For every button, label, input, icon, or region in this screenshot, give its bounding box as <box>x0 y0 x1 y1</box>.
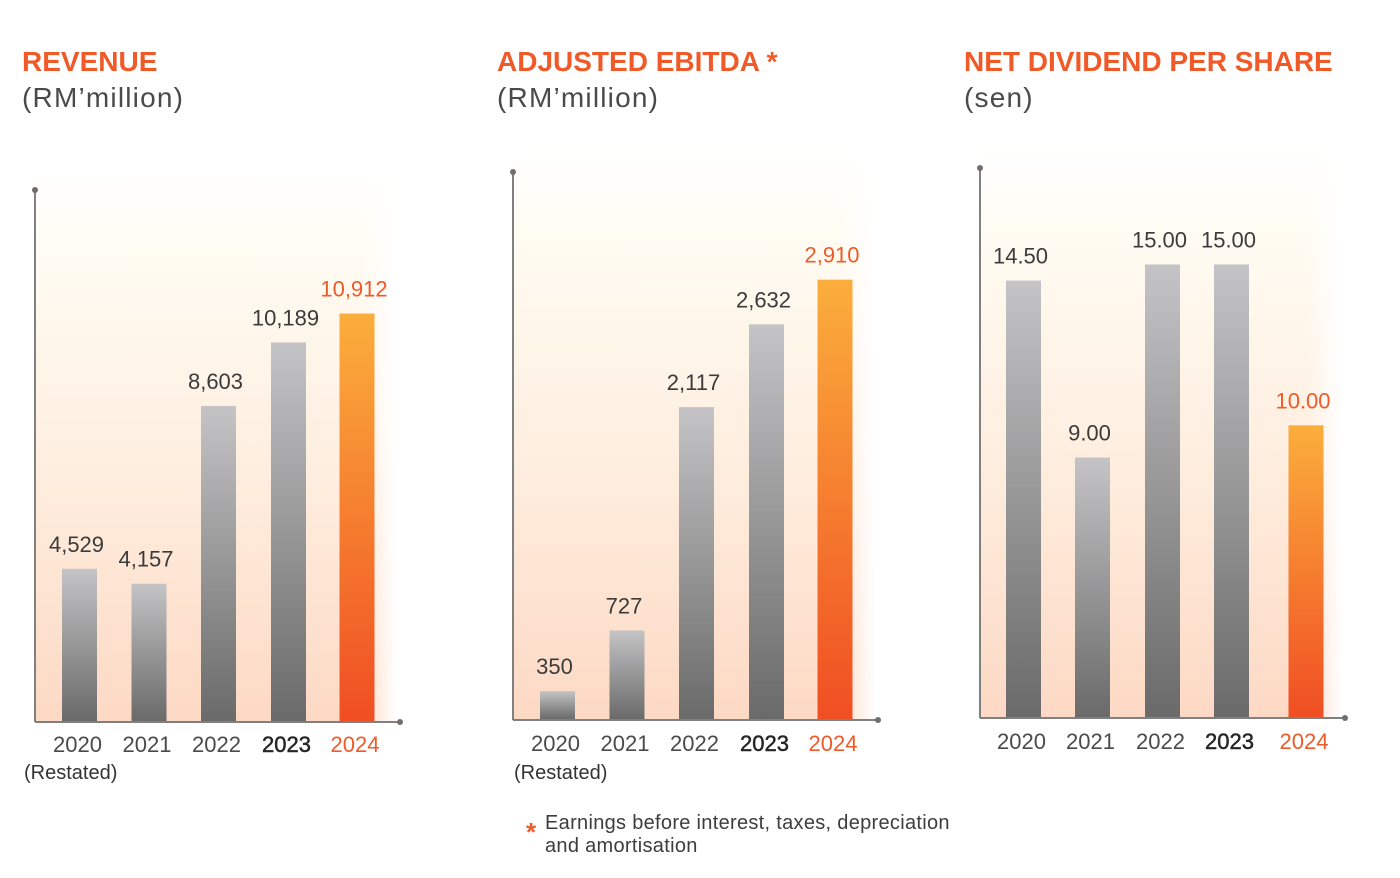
chart-revenue: 4,529 2020 4,157 2021 8,603 2022 10,189 2023 10,… <box>24 168 403 784</box>
x-tick-note-restated: (Restated) <box>514 762 607 784</box>
adjusted-ebitda-title: ADJUSTED EBITDA * <box>497 46 778 77</box>
bar-2023 <box>1214 264 1249 717</box>
x-axis-end-dot <box>875 717 881 723</box>
value-label-2021: 9.00 <box>1068 420 1111 445</box>
value-label-2020: 14.50 <box>993 244 1048 269</box>
bar-2021 <box>131 583 167 721</box>
y-axis-end-dot <box>32 187 38 193</box>
x-tick-label-2023: 2023 <box>1205 729 1254 754</box>
y-axis-end-dot <box>977 165 983 171</box>
bar-2024 <box>817 279 853 719</box>
footnote-asterisk: * <box>526 817 537 847</box>
value-label-2023: 2,632 <box>736 287 791 312</box>
value-label-2021: 4,157 <box>118 547 173 572</box>
bar-2021 <box>1075 457 1110 717</box>
value-label-2023: 10,189 <box>252 305 319 330</box>
bar-2022 <box>201 405 236 721</box>
value-label-2023: 15.00 <box>1201 227 1256 252</box>
value-label-2024: 10.00 <box>1275 388 1330 413</box>
value-label-2022: 8,603 <box>188 369 243 394</box>
footnote-line-2: and amortisation <box>545 835 698 857</box>
value-label-2022: 15.00 <box>1132 227 1187 252</box>
x-tick-label-2024: 2024 <box>1280 729 1329 754</box>
footnote-line-1: Earnings before interest, taxes, depreci… <box>545 812 950 834</box>
chart-net-dividend-per-share: 14.50 2020 9.00 2021 15.00 2022 15.00 2023 10.00… <box>977 146 1348 754</box>
ebitda-footnote: * Earnings before interest, taxes, depre… <box>526 812 950 858</box>
x-axis-end-dot <box>397 719 403 725</box>
bar-2024 <box>1288 425 1324 717</box>
bar-2024 <box>339 313 375 721</box>
x-tick-label-2024: 2024 <box>809 731 858 756</box>
net-dividend-title: NET DIVIDEND PER SHARE <box>964 46 1333 77</box>
x-tick-label-2022: 2022 <box>1136 729 1185 754</box>
revenue-unit: (RM’million) <box>22 82 185 113</box>
bar-2022 <box>679 407 714 719</box>
y-axis-end-dot <box>510 169 516 175</box>
value-label-2022: 2,117 <box>667 370 720 395</box>
value-label-2024: 10,912 <box>320 277 387 302</box>
bar-2023 <box>271 342 306 721</box>
bar-2020 <box>62 568 97 721</box>
adjusted-ebitda-unit: (RM’million) <box>497 82 660 113</box>
value-label-2021: 727 <box>606 593 643 618</box>
x-axis-end-dot <box>1342 715 1348 721</box>
x-tick-label-2021: 2021 <box>123 732 172 757</box>
bar-2022 <box>1145 264 1180 717</box>
value-label-2020: 350 <box>536 654 573 679</box>
x-tick-label-2023: 2023 <box>740 731 789 756</box>
x-tick-label-2022: 2022 <box>670 731 719 756</box>
bar-2021 <box>609 630 645 719</box>
x-tick-label-2023: 2023 <box>262 732 311 757</box>
x-tick-label-2024: 2024 <box>331 732 380 757</box>
bar-2020 <box>1006 280 1041 717</box>
x-tick-label-2021: 2021 <box>601 731 650 756</box>
x-tick-label-2020: 2020 <box>53 732 102 757</box>
x-tick-label-2020: 2020 <box>997 729 1046 754</box>
value-label-2020: 4,529 <box>49 532 104 557</box>
net-dividend-unit: (sen) <box>964 82 1034 113</box>
bar-2023 <box>749 324 784 719</box>
value-label-2024: 2,910 <box>804 243 859 268</box>
x-tick-note-restated: (Restated) <box>24 762 117 784</box>
revenue-title: REVENUE <box>22 46 158 77</box>
x-tick-label-2020: 2020 <box>531 731 580 756</box>
x-tick-label-2022: 2022 <box>192 732 241 757</box>
x-tick-label-2021: 2021 <box>1066 729 1115 754</box>
chart-adjusted-ebitda: 350 2020 727 2021 2,117 2022 2,632 2023 2,910 202… <box>510 150 881 784</box>
bar-2020 <box>540 691 575 719</box>
